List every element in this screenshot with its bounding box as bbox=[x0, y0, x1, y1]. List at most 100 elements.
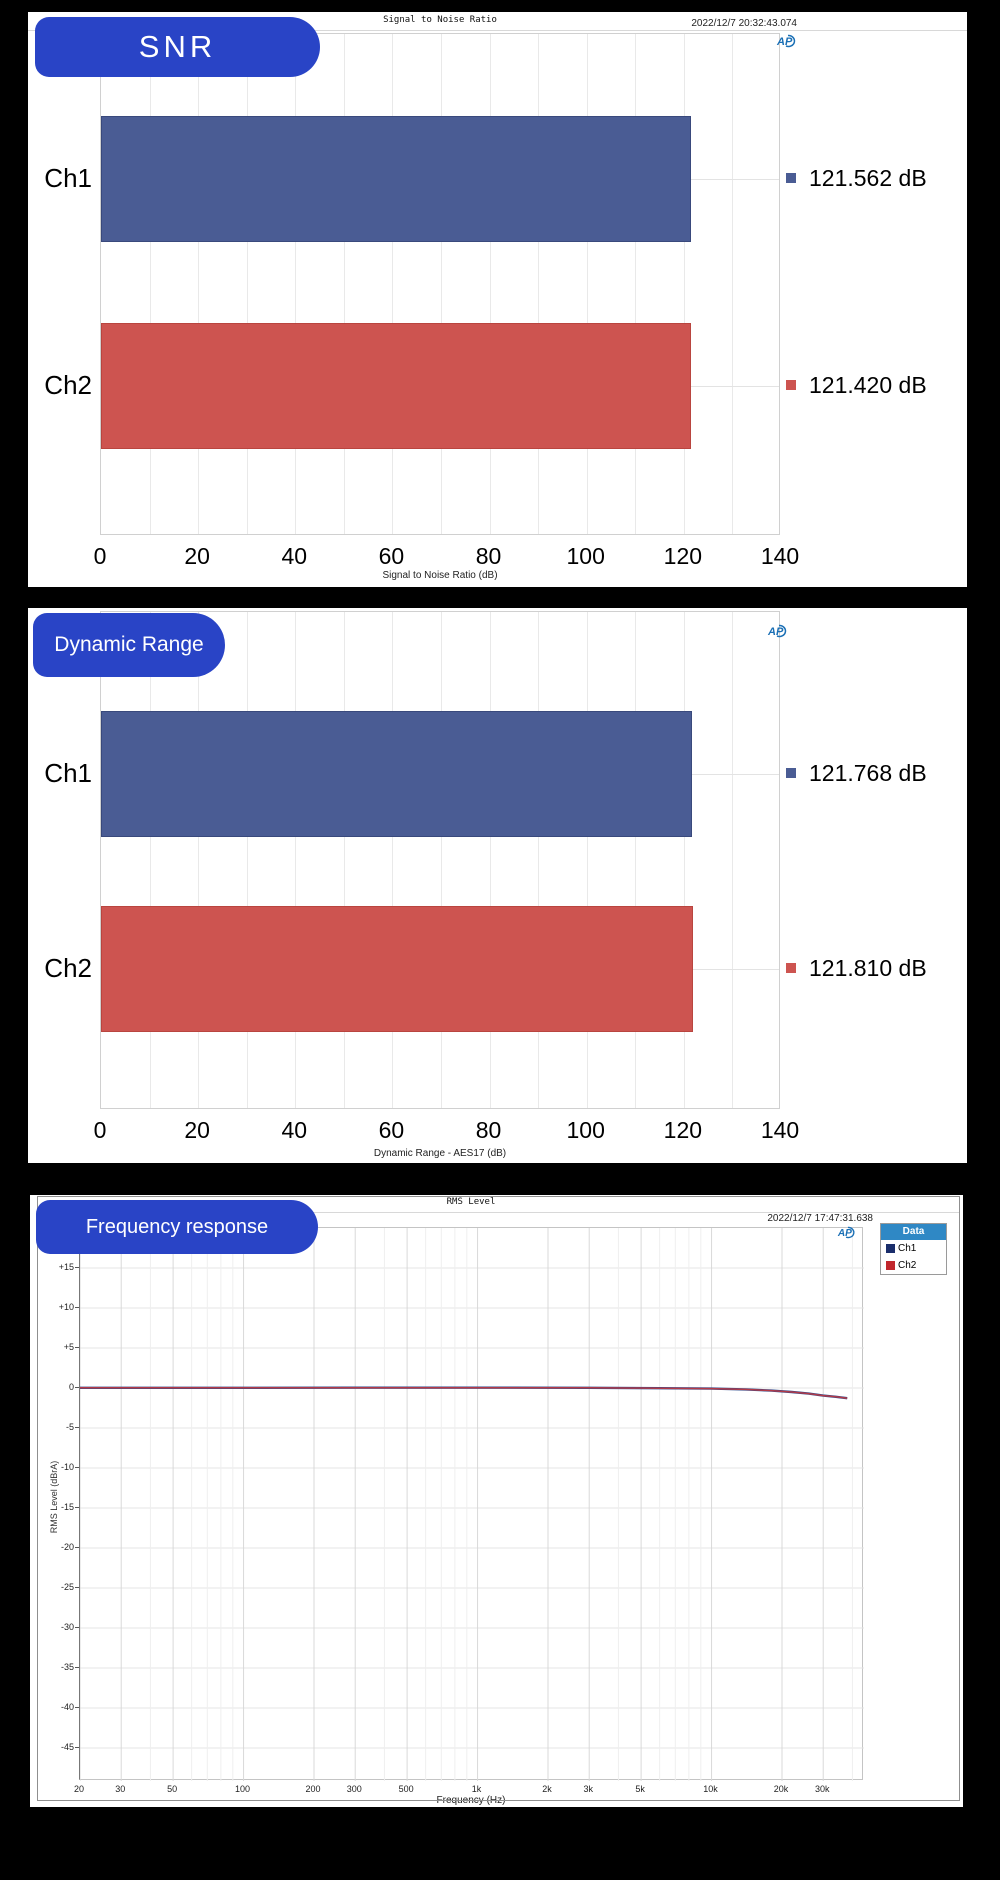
x-tick-label: 1k bbox=[471, 1784, 482, 1794]
value-label: 121.810 dB bbox=[809, 954, 927, 981]
bar-ch2 bbox=[101, 323, 691, 449]
frequency-response-badge: Frequency response bbox=[36, 1200, 318, 1254]
y-tick-label: -35 bbox=[60, 1662, 74, 1672]
y-tick-mark bbox=[75, 1747, 79, 1748]
x-tick-label: 2k bbox=[542, 1784, 552, 1794]
snr-chart-panel: Signal to Noise Ratio 2022/12/7 20:32:43… bbox=[28, 12, 967, 587]
vertical-gridline bbox=[246, 34, 248, 534]
snr-badge: SNR bbox=[35, 17, 320, 77]
x-tick-label: 5k bbox=[635, 1784, 645, 1794]
frequency-response-badge-label: Frequency response bbox=[85, 1215, 269, 1238]
vertical-gridline bbox=[295, 34, 297, 534]
vertical-gridline bbox=[586, 612, 588, 1108]
vertical-gridline bbox=[441, 612, 442, 1108]
y-tick-mark bbox=[75, 1387, 79, 1388]
legend-swatch-icon bbox=[886, 1244, 895, 1253]
x-tick-label: 200 bbox=[305, 1784, 321, 1794]
vertical-gridline bbox=[732, 612, 734, 1108]
data-legend: Data Ch1 Ch2 bbox=[880, 1223, 947, 1275]
y-tick-mark bbox=[75, 1307, 79, 1308]
y-tick-label: -45 bbox=[60, 1742, 74, 1752]
frequency-response-curve-canvas bbox=[79, 1228, 864, 1781]
frequency-response-timestamp: 2022/12/7 17:47:31.638 bbox=[767, 1213, 873, 1224]
y-tick-mark bbox=[75, 1267, 79, 1268]
category-label-ch1: Ch1 bbox=[44, 163, 92, 193]
snr-badge-label: SNR bbox=[138, 29, 217, 64]
frequency-response-chart-panel: RMS Level 2022/12/7 17:47:31.638 Frequen… bbox=[30, 1195, 963, 1807]
y-tick-label: -30 bbox=[60, 1622, 74, 1632]
x-tick-label: 50 bbox=[167, 1784, 178, 1794]
x-tick-label: 80 bbox=[475, 543, 502, 569]
y-tick-mark bbox=[75, 1627, 79, 1628]
vertical-gridline bbox=[392, 34, 394, 534]
vertical-gridline bbox=[489, 34, 491, 534]
x-tick-label: 300 bbox=[346, 1784, 362, 1794]
x-tick-label: 120 bbox=[663, 543, 703, 569]
vertical-gridline bbox=[343, 612, 345, 1108]
x-tick-label: 100 bbox=[566, 1117, 605, 1143]
y-tick-mark bbox=[75, 1507, 79, 1508]
value-annotation-ch1: 121.768 dB bbox=[786, 759, 927, 787]
y-tick-label: -20 bbox=[60, 1542, 74, 1552]
y-tick-label: 0 bbox=[68, 1382, 74, 1392]
legend-item-label: Ch2 bbox=[898, 1260, 917, 1271]
y-tick-label: -15 bbox=[60, 1502, 74, 1512]
vertical-gridline bbox=[586, 34, 588, 534]
vertical-gridline bbox=[538, 34, 540, 534]
rms-level-chart-title: RMS Level bbox=[446, 1197, 496, 1207]
bar-ch2 bbox=[101, 906, 693, 1032]
bar-ch1 bbox=[101, 711, 693, 837]
vertical-gridline bbox=[441, 34, 442, 534]
x-tick-label: 20 bbox=[184, 543, 210, 569]
legend-header: Data bbox=[881, 1224, 946, 1240]
x-tick-label: 20 bbox=[73, 1784, 84, 1794]
y-tick-label: -40 bbox=[60, 1702, 74, 1712]
value-annotation-ch1: 121.562 dB bbox=[786, 164, 927, 192]
titlebar-divider bbox=[38, 1212, 959, 1213]
x-tick-label: 140 bbox=[760, 543, 800, 569]
dynamic-range-axis-caption: Dynamic Range - AES17 (dB) bbox=[373, 1148, 507, 1159]
legend-item-ch1: Ch1 bbox=[881, 1240, 946, 1257]
x-tick-label: 20 bbox=[184, 1117, 210, 1143]
vertical-gridline bbox=[538, 612, 540, 1108]
vertical-gridline bbox=[732, 34, 734, 534]
snr-timestamp: 2022/12/7 20:32:43.074 bbox=[691, 18, 797, 29]
x-tick-label: 60 bbox=[378, 543, 405, 569]
x-tick-label: 100 bbox=[566, 543, 605, 569]
value-marker-icon bbox=[786, 173, 796, 183]
frequency-response-frame bbox=[37, 1196, 960, 1801]
y-tick-mark bbox=[75, 1707, 79, 1708]
value-annotation-ch2: 121.420 dB bbox=[786, 371, 927, 399]
vertical-gridline bbox=[635, 34, 637, 534]
snr-plot-area bbox=[100, 33, 780, 535]
x-tick-label: 0 bbox=[93, 1117, 107, 1143]
ap-logo-icon: AP bbox=[776, 34, 796, 48]
category-label-ch1: Ch1 bbox=[44, 758, 92, 788]
svg-text:AP: AP bbox=[776, 36, 793, 48]
vertical-gridline bbox=[683, 612, 685, 1108]
curve-ch2 bbox=[80, 1386, 848, 1399]
x-tick-label: 100 bbox=[235, 1784, 251, 1794]
svg-text:AP: AP bbox=[837, 1228, 852, 1239]
x-tick-label: 80 bbox=[475, 1117, 502, 1143]
dynamic_range-plot-area bbox=[100, 611, 780, 1109]
vertical-gridline bbox=[343, 34, 345, 534]
y-tick-label: -10 bbox=[60, 1462, 74, 1472]
vertical-gridline bbox=[198, 612, 200, 1108]
value-marker-icon bbox=[786, 963, 796, 973]
legend-swatch-icon bbox=[886, 1261, 895, 1270]
legend-item-ch2: Ch2 bbox=[881, 1257, 946, 1274]
x-tick-label: 120 bbox=[663, 1117, 703, 1143]
y-tick-mark bbox=[75, 1467, 79, 1468]
bar-ch1 bbox=[101, 116, 692, 242]
snr-axis-caption: Signal to Noise Ratio (dB) bbox=[382, 570, 498, 581]
ap-logo-icon: AP bbox=[837, 1226, 855, 1239]
dynamic-range-badge-label: Dynamic Range bbox=[54, 633, 204, 656]
vertical-gridline bbox=[392, 612, 394, 1108]
y-tick-mark bbox=[75, 1587, 79, 1588]
y-tick-mark bbox=[75, 1347, 79, 1348]
vertical-gridline bbox=[683, 34, 685, 534]
x-tick-label: 30k bbox=[814, 1784, 830, 1794]
y-tick-label: +5 bbox=[63, 1342, 74, 1352]
x-tick-label: 3k bbox=[583, 1784, 593, 1794]
